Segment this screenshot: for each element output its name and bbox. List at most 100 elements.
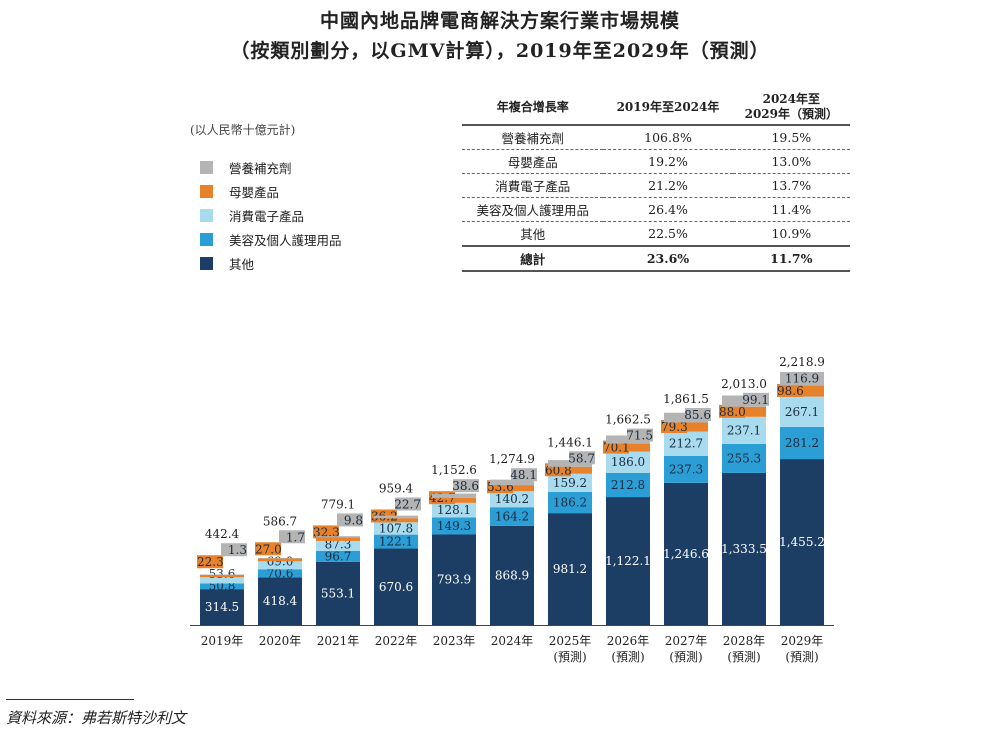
bar-segment: [606, 497, 650, 625]
bar-segment: [432, 517, 476, 535]
legend-label: 消費電子產品: [229, 208, 305, 224]
bar-segment: [722, 443, 766, 473]
bar-segment: [780, 427, 824, 460]
x-tick-label: (預測): [553, 650, 586, 664]
bar-segment: [200, 574, 244, 576]
bar-segment: [780, 459, 824, 625]
data-label-bg: [603, 440, 629, 454]
data-label: 186.0: [611, 455, 645, 469]
table-row: 其他 22.5% 10.9%: [462, 221, 850, 247]
total-label: 1,446.1: [547, 435, 593, 449]
data-label-bg: [511, 468, 537, 482]
data-label-bg: [719, 404, 745, 418]
legend-swatch: [200, 184, 213, 198]
table-cell: 13.7%: [732, 173, 850, 198]
bar-segment: [316, 550, 360, 562]
bar-segment: [374, 534, 418, 549]
data-label: 793.9: [437, 573, 471, 587]
bar-segment: [374, 522, 418, 535]
bar-segment: [200, 589, 244, 625]
x-tick-label: (預測): [611, 650, 644, 664]
data-label: 1.7: [286, 530, 305, 544]
column-header: 2019年至2024年: [603, 90, 733, 126]
data-label-bg: [313, 525, 339, 539]
bar-segment: [490, 491, 534, 508]
data-label-bg: [569, 451, 595, 465]
data-label: 128.1: [437, 503, 471, 517]
x-tick-label: 2023年: [433, 634, 476, 648]
bar-segment: [606, 472, 650, 498]
table-header: 年複合增長率 2019年至2024年 2024年至 2029年（預測）: [462, 90, 850, 126]
source-note: 資料來源：弗若斯特沙利文: [6, 709, 187, 727]
bar-segment: [548, 491, 592, 514]
bar-segment: [432, 502, 476, 518]
data-label-bg: [197, 555, 223, 569]
data-label: 122.1: [379, 535, 413, 549]
legend-item: 其他: [200, 251, 342, 275]
column-header: 2024年至 2029年（預測）: [732, 90, 850, 126]
bar-segment: [490, 479, 534, 486]
data-label: 9.8: [344, 513, 363, 527]
unit-label: (以人民幣十億元計): [190, 123, 296, 137]
table-cell: 營養補充劑: [462, 125, 604, 150]
legend-item: 母嬰產品: [200, 179, 342, 203]
bar-segment: [780, 371, 824, 386]
data-label: 164.2: [495, 510, 529, 524]
x-tick-label: 2019年: [201, 634, 244, 648]
bar-segment: [548, 513, 592, 625]
table-cell: 其他: [462, 221, 604, 247]
bar-segment: [374, 515, 418, 519]
data-label: 868.9: [495, 568, 529, 582]
data-label-bg: [627, 428, 653, 442]
data-label-bg: [337, 513, 363, 527]
data-label: 58.7: [568, 451, 595, 465]
total-label: 1,152.6: [431, 463, 477, 477]
table-cell: 13.0%: [732, 149, 850, 174]
bar-segment: [316, 561, 360, 625]
data-label-bg: [255, 542, 281, 556]
bar-segment: [316, 536, 360, 538]
data-label: 27.0: [255, 542, 282, 556]
table-row: 營養補充劑 106.8% 19.5%: [462, 125, 850, 150]
table-cell: 母嬰產品: [462, 149, 604, 174]
x-tick-label: 2027年: [665, 634, 708, 648]
data-label: 96.7: [325, 549, 352, 563]
legend-item: 美容及個人護理用品: [200, 227, 342, 251]
data-label: 99.1: [742, 393, 769, 407]
data-label: 1,333.5: [721, 542, 767, 556]
total-label: 959.4: [379, 481, 414, 495]
total-label: 1,861.5: [663, 392, 709, 406]
bar-segment: [316, 537, 360, 541]
legend-label: 營養補充劑: [229, 160, 292, 176]
bar-segment: [664, 431, 708, 456]
data-label-bg: [777, 383, 803, 397]
data-label: 1,122.1: [605, 554, 651, 568]
data-label: 85.6: [684, 408, 711, 422]
legend-swatch: [200, 256, 213, 270]
total-label: 1,274.9: [489, 452, 535, 466]
bar-segment: [200, 574, 244, 578]
data-label: 48.1: [510, 468, 537, 482]
table-row: 母嬰產品 19.2% 13.0%: [462, 149, 850, 174]
legend-swatch: [200, 232, 213, 246]
data-label: 212.7: [669, 437, 703, 451]
x-tick-label: 2020年: [259, 634, 302, 648]
data-label-bg: [743, 392, 769, 406]
data-label: 116.9: [785, 372, 819, 386]
total-label: 442.4: [205, 527, 240, 541]
data-label: 149.3: [437, 519, 471, 533]
bar-segment: [722, 416, 766, 444]
bar-segment: [664, 482, 708, 625]
legend-swatch: [200, 208, 213, 222]
cagr-table: 年複合增長率 2019年至2024年 2024年至 2029年（預測） 營養補充劑 10…: [462, 90, 850, 272]
bar-segment: [548, 473, 592, 492]
legend-item: 消費電子產品: [200, 203, 342, 227]
data-label: 79.3: [661, 420, 688, 434]
data-label: 70.6: [267, 566, 294, 580]
data-label: 281.2: [785, 436, 819, 450]
data-label: 186.2: [553, 496, 587, 510]
data-label: 212.8: [611, 478, 645, 492]
bar-segment: [432, 493, 476, 498]
total-label: 2,218.9: [779, 355, 825, 369]
legend-swatch: [200, 160, 213, 174]
